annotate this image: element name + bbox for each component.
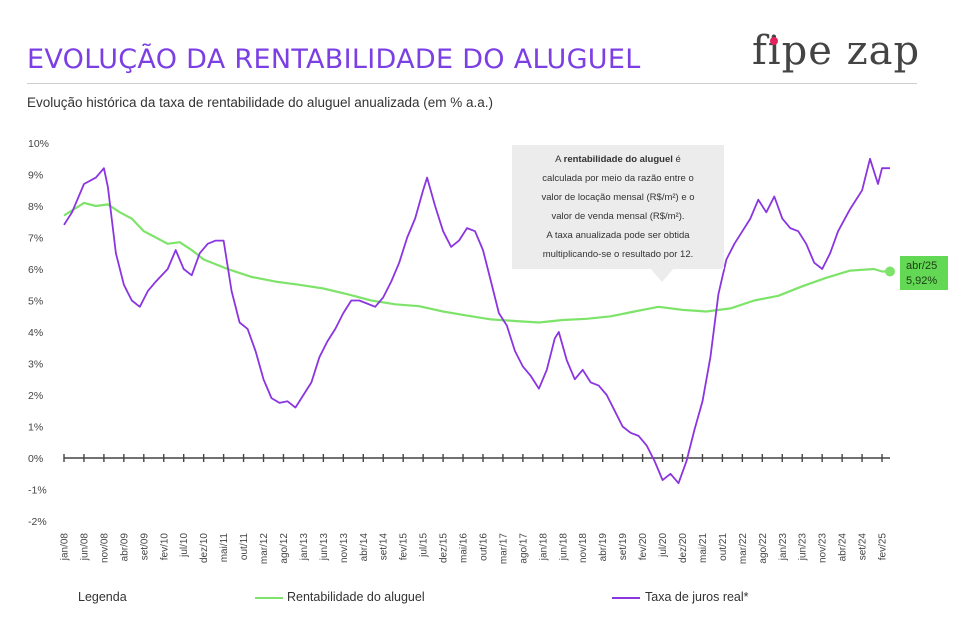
note-line: valor de locação mensal (R$/m²) e o xyxy=(541,192,695,203)
x-tick-label: set/19 xyxy=(618,533,629,561)
x-tick-label: mai/11 xyxy=(219,533,230,563)
x-tick-label: nov/23 xyxy=(818,533,829,563)
x-tick-label: set/14 xyxy=(379,533,390,561)
y-tick-label: 8% xyxy=(28,201,43,213)
x-tick-label: dez/20 xyxy=(678,533,689,563)
y-tick-label: 10% xyxy=(28,138,49,150)
x-tick-label: jun/08 xyxy=(79,533,90,562)
x-tick-label: jul/20 xyxy=(658,533,669,558)
legend-rent-swatch xyxy=(255,597,283,599)
x-tick-label: nov/13 xyxy=(339,533,350,563)
x-tick-label: jan/08 xyxy=(60,533,71,562)
rent-endpoint-marker xyxy=(885,266,895,277)
x-tick-label: jan/23 xyxy=(778,533,789,562)
x-tick-label: out/21 xyxy=(718,533,729,561)
y-tick-label: 6% xyxy=(28,264,43,276)
x-tick-label: jul/10 xyxy=(179,533,190,558)
x-tick-label: abr/09 xyxy=(119,533,130,562)
note-line: A taxa anualizada pode ser obtida xyxy=(546,230,690,241)
note-line-0: A rentabilidade do aluguel é xyxy=(555,154,681,165)
y-tick-label: 1% xyxy=(28,422,43,434)
x-tick-label: set/09 xyxy=(139,533,150,561)
x-tick-label: mar/17 xyxy=(498,533,509,565)
chart-title: EVOLUÇÃO DA RENTABILIDADE DO ALUGUEL xyxy=(27,44,641,75)
x-tick-label: fev/20 xyxy=(638,533,649,561)
y-tick-label: 0% xyxy=(28,453,43,465)
x-tick-label: jun/23 xyxy=(798,533,809,562)
y-tick-label: 5% xyxy=(28,296,43,308)
y-tick-label: -2% xyxy=(28,516,47,528)
legend-title: Legenda xyxy=(78,590,127,604)
x-tick-label: out/11 xyxy=(239,533,250,560)
y-tick-label: 3% xyxy=(28,359,43,371)
callout-date: abr/25 xyxy=(906,260,938,272)
callout-value: 5,92% xyxy=(906,275,938,287)
x-tick-label: mar/22 xyxy=(738,533,749,565)
y-tick-label: 7% xyxy=(28,233,43,245)
y-tick-label: 9% xyxy=(28,170,43,182)
x-tick-label: abr/14 xyxy=(359,533,370,562)
x-tick-label: nov/08 xyxy=(99,533,110,563)
note-line: multiplicando-se o resultado por 12. xyxy=(542,249,694,260)
y-tick-label: 2% xyxy=(28,390,43,402)
legend-rate-label: Taxa de juros real* xyxy=(645,590,749,604)
note-line: calculada por meio da razão entre o xyxy=(542,173,694,184)
x-tick-label: ago/22 xyxy=(758,533,769,564)
legend-rent-label: Rentabilidade do aluguel xyxy=(287,590,425,604)
x-tick-label: set/24 xyxy=(858,533,869,561)
x-tick-label: fev/10 xyxy=(159,533,170,561)
logo-dot-icon xyxy=(770,37,778,45)
x-tick-label: jun/18 xyxy=(558,533,569,562)
info-note: A rentabilidade do aluguel é calculada p… xyxy=(512,145,724,269)
x-tick-label: abr/19 xyxy=(598,533,609,562)
y-tick-label: -1% xyxy=(28,485,47,497)
x-tick-label: abr/24 xyxy=(838,533,849,562)
x-tick-label: mai/21 xyxy=(698,533,709,563)
chart-subtitle: Evolução histórica da taxa de rentabilid… xyxy=(27,95,494,110)
note-bold: rentabilidade do aluguel xyxy=(563,154,673,165)
title-divider xyxy=(27,83,917,84)
x-tick-label: out/16 xyxy=(478,533,489,561)
x-tick-label: ago/12 xyxy=(279,533,290,564)
x-tick-label: ago/17 xyxy=(518,533,529,564)
x-tick-label: mar/12 xyxy=(259,533,270,565)
series-line-rent xyxy=(63,201,890,324)
x-tick-label: jun/13 xyxy=(319,533,330,562)
x-tick-label: jan/18 xyxy=(538,533,549,562)
x-tick-label: jan/13 xyxy=(299,533,310,562)
x-tick-label: dez/15 xyxy=(439,533,450,563)
legend-rate-swatch xyxy=(612,597,640,599)
x-tick-label: jul/15 xyxy=(419,533,430,558)
note-pointer xyxy=(650,268,674,282)
brand-logo: fipe zap xyxy=(752,28,920,74)
latest-value-callout: abr/25 5,92% xyxy=(900,256,948,290)
x-tick-label: mai/16 xyxy=(459,533,470,563)
x-tick-label: dez/10 xyxy=(199,533,210,563)
x-tick-label: nov/18 xyxy=(578,533,589,563)
y-tick-label: 4% xyxy=(28,327,43,339)
logo-text: fipe zap xyxy=(752,28,921,74)
x-tick-label: fev/15 xyxy=(399,533,410,561)
note-line: valor de venda mensal (R$/m²). xyxy=(551,211,685,222)
series-line-rate xyxy=(63,157,890,485)
x-tick-label: fev/25 xyxy=(878,533,889,561)
